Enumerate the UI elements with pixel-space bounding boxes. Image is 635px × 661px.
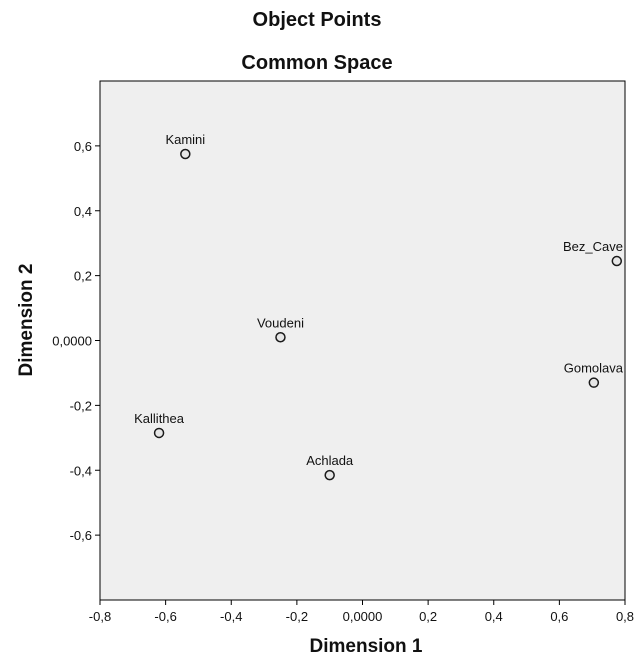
x-tick-label: 0,6 [550, 609, 568, 624]
y-tick-label: -0,4 [70, 463, 92, 478]
y-tick-label: 0,0000 [52, 334, 92, 349]
point-label: Kallithea [134, 411, 185, 426]
y-tick-label: 0,6 [74, 139, 92, 154]
x-tick-label: 0,8 [616, 609, 634, 624]
point-label: Kamini [165, 132, 205, 147]
x-tick-label: -0,2 [286, 609, 308, 624]
x-tick-label: 0,2 [419, 609, 437, 624]
data-point-gomolava [588, 377, 600, 388]
y-tick-label: 0,2 [74, 269, 92, 284]
y-tick-label: -0,6 [70, 528, 92, 543]
y-axis: -0,6 -0,4 -0,2 0,0000 0,2 0,4 0,6 [52, 139, 100, 543]
x-tick-label: -0,6 [154, 609, 176, 624]
data-point-kallithea [153, 427, 165, 439]
data-point-kamini [180, 148, 191, 160]
x-tick-label: 0,4 [485, 609, 503, 624]
point-label: Achlada [306, 453, 354, 468]
y-tick-label: -0,2 [70, 398, 92, 413]
point-label: Bez_Cave [563, 239, 623, 254]
chart-title: Object Points [253, 9, 382, 31]
plot-area [99, 80, 626, 601]
points-layer: Kamini Bez_Cave Voudeni Gomolava Kallithea Ac… [134, 132, 624, 481]
data-point-bez-cave [611, 255, 623, 267]
point-label: Voudeni [257, 315, 304, 330]
data-point-voudeni [275, 332, 286, 343]
point-label: Gomolava [564, 361, 624, 376]
x-axis: -0,8 -0,6 -0,4 -0,2 0,0000 0,2 0,4 0,6 0,8 [89, 600, 634, 624]
y-axis-title: Dimension 2 [16, 264, 37, 377]
chart-subtitle: Common Space [241, 52, 392, 74]
x-tick-label: -0,4 [220, 609, 242, 624]
data-point-achlada [324, 469, 335, 481]
y-tick-label: 0,4 [74, 204, 92, 219]
x-axis-title: Dimension 1 [310, 636, 423, 657]
x-tick-label: -0,8 [89, 609, 111, 624]
x-tick-label: 0,0000 [343, 609, 383, 624]
